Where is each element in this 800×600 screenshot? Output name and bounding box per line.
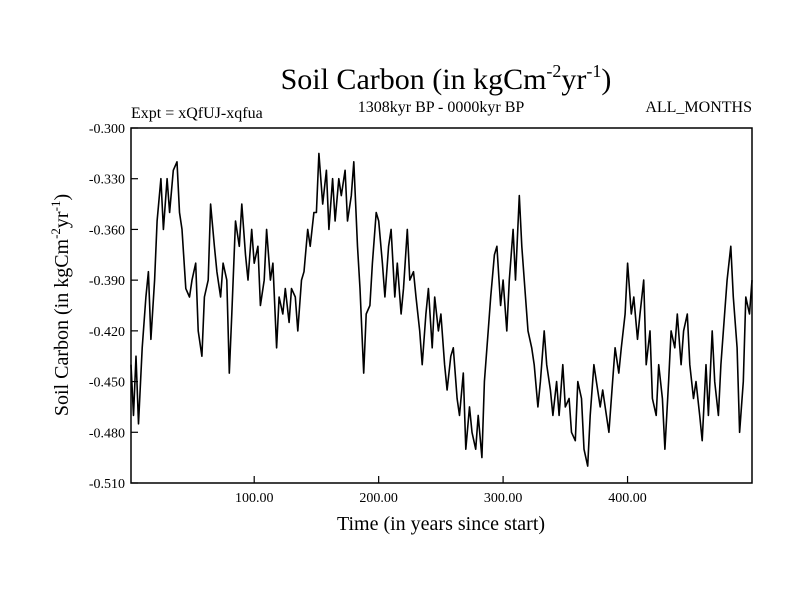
x-tick-label: 100.00 (235, 491, 274, 506)
y-tick-label: -0.390 (89, 274, 125, 289)
chart-title: Soil Carbon (in kgCm-2yr-1) (281, 61, 612, 96)
months-label: ALL_MONTHS (645, 99, 752, 116)
y-axis-label: Soil Carbon (in kgCm-2yr-1) (48, 194, 73, 416)
soil-carbon-series-line (130, 152, 753, 467)
y-tick-label: -0.330 (89, 173, 125, 188)
x-tick-label: 400.00 (608, 491, 647, 506)
plot-frame (130, 127, 753, 484)
y-tick-label: -0.420 (89, 325, 125, 340)
x-tick-label: 200.00 (359, 491, 398, 506)
y-tick-label: -0.480 (89, 426, 125, 441)
time-range-label: 1308kyr BP - 0000kyr BP (358, 99, 525, 116)
y-tick-label: -0.450 (89, 376, 125, 391)
y-tick-label: -0.300 (89, 122, 125, 137)
y-axis-ticks: -0.300 -0.330 -0.360 -0.390 -0.420 -0.450 -0.4… (89, 122, 138, 492)
y-tick-label: -0.510 (89, 477, 125, 492)
experiment-label: Expt = xQfUJ-xqfua (131, 105, 263, 122)
x-tick-label: 300.00 (484, 491, 523, 506)
x-axis-ticks: 100.00 200.00 300.00 400.00 (235, 476, 647, 506)
y-tick-label: -0.360 (89, 223, 125, 238)
x-axis-label: Time (in years since start) (337, 513, 545, 535)
